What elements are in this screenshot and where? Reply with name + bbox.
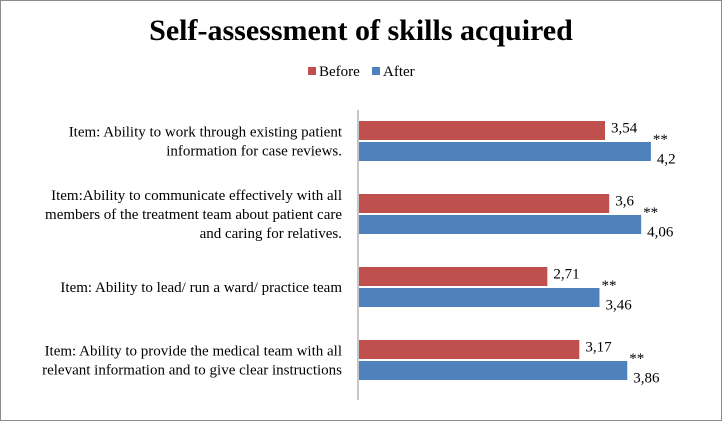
bar-before-4 — [359, 340, 580, 359]
significance-mark-1: ** — [653, 132, 668, 148]
chart-title: Self-assessment of skills acquired — [149, 14, 573, 47]
legend-label-after: After — [383, 64, 415, 80]
value-label-after-1: 4,2 — [657, 152, 676, 168]
legend-label-before: Before — [319, 64, 360, 80]
category-label-2-line-1: Item:Ability to communicate effectively … — [51, 188, 342, 204]
category-labels: Item: Ability to work through existing p… — [42, 125, 343, 379]
legend-swatch-after — [372, 67, 380, 75]
category-label-2-line-3: and caring for relatives. — [200, 226, 342, 242]
category-label-1-line-1: Item: Ability to work through existing p… — [69, 125, 343, 141]
bar-after-4 — [359, 361, 628, 380]
value-label-before-4: 3,17 — [585, 340, 612, 356]
significance-mark-3: ** — [601, 278, 616, 294]
category-label-4-line-1: Item: Ability to provide the medical tea… — [45, 344, 342, 360]
category-label-3-line-1: Item: Ability to lead/ run a ward/ pract… — [60, 280, 342, 296]
value-label-after-3: 3,46 — [605, 298, 632, 314]
significance-mark-2: ** — [643, 205, 658, 221]
legend: Before After — [308, 64, 415, 80]
bar-after-2 — [359, 215, 642, 234]
bar-after-3 — [359, 288, 600, 307]
category-label-4-line-2: relevant information and to give clear i… — [42, 363, 342, 379]
bar-before-3 — [359, 267, 548, 286]
value-label-before-3: 2,71 — [553, 267, 579, 283]
category-label-2-line-2: members of the treatment team about pati… — [45, 207, 342, 223]
value-label-after-2: 4,06 — [647, 225, 674, 241]
legend-swatch-before — [308, 67, 316, 75]
value-label-before-2: 3,6 — [615, 194, 634, 210]
bar-before-1 — [359, 121, 606, 140]
bars: 3,54 4,2 ** 3,6 4,06 ** 2,71 3,46 ** 3,17 3,86 ** — [359, 121, 676, 387]
significance-mark-4: ** — [629, 351, 644, 367]
value-label-before-1: 3,54 — [611, 121, 638, 137]
bar-before-2 — [359, 194, 610, 213]
value-label-after-4: 3,86 — [633, 371, 660, 387]
bar-after-1 — [359, 142, 651, 161]
category-label-1-line-2: information for case reviews. — [166, 144, 342, 160]
